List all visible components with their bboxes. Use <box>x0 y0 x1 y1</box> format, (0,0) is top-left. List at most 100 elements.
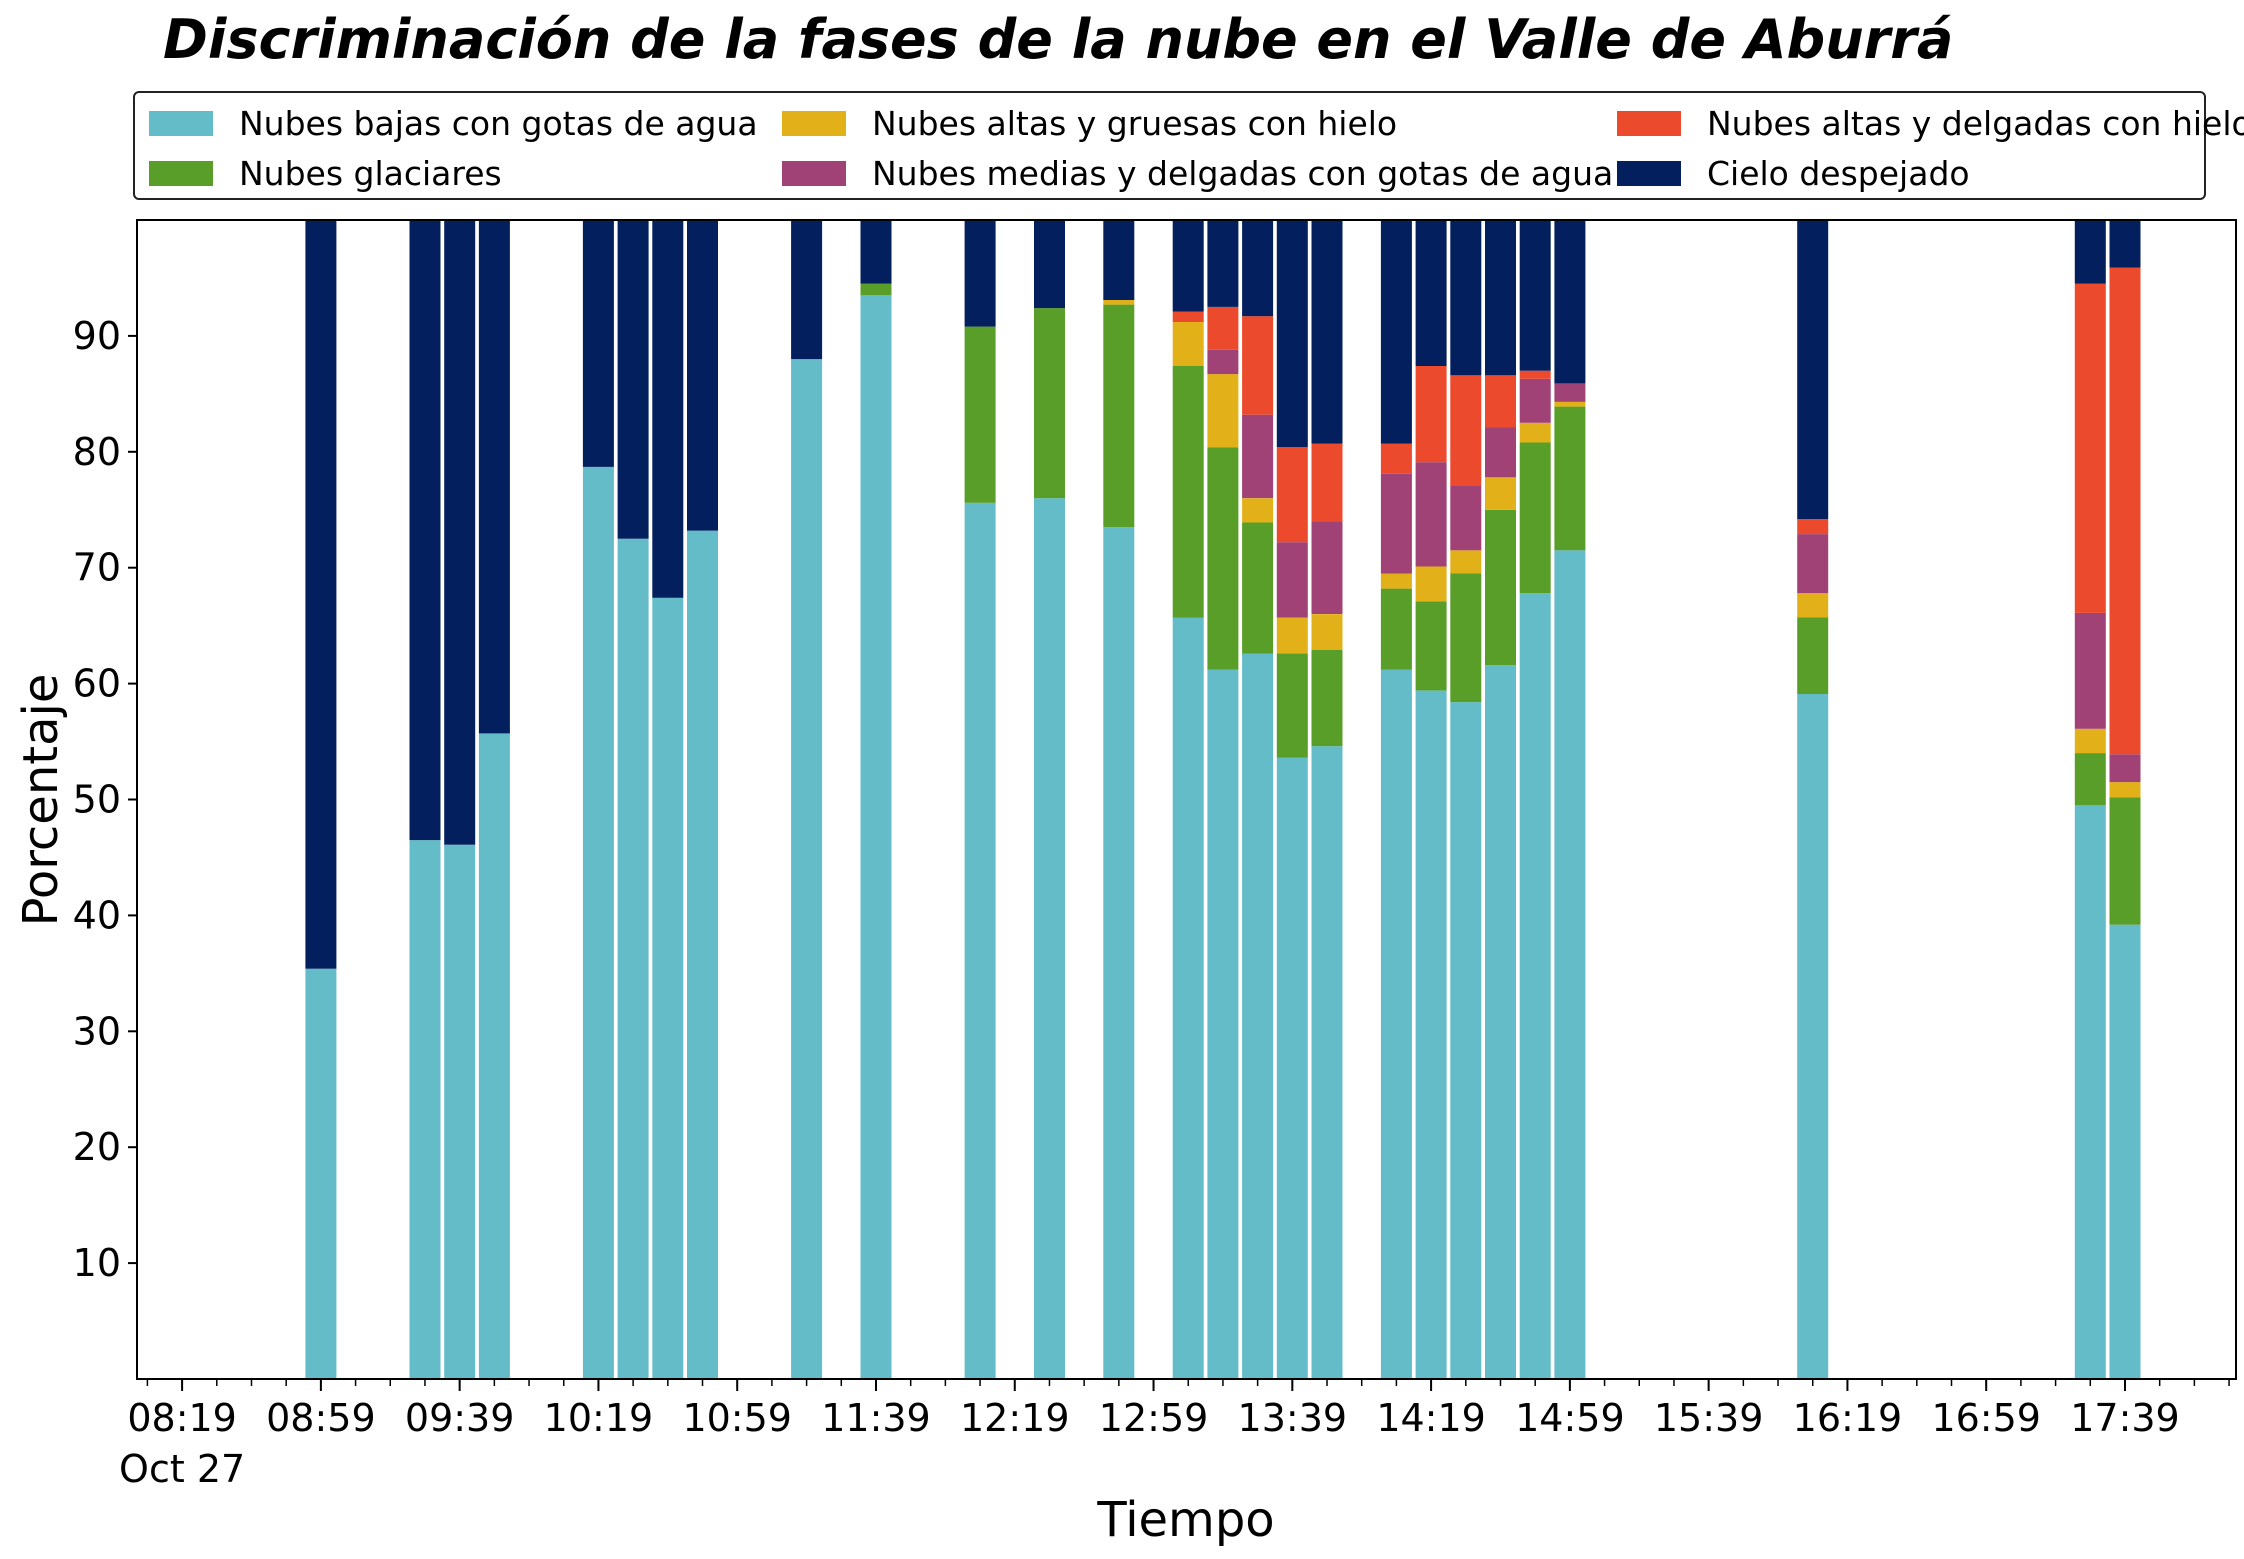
bar-segment <box>1380 588 1412 670</box>
bar-segment <box>964 502 996 1379</box>
y-axis-label: Porcentaje <box>13 674 69 927</box>
bar-segment <box>1276 757 1308 1379</box>
bar-segment <box>1276 617 1308 654</box>
bar-segment <box>1207 220 1239 307</box>
bar-segment <box>1311 746 1343 1379</box>
bar-segment <box>1207 374 1239 448</box>
bar-segment <box>1797 593 1829 618</box>
bar-segment <box>478 733 510 1379</box>
bar-segment <box>1242 414 1274 499</box>
bar-segment <box>1380 220 1412 444</box>
x-tick-label: 08:19 <box>127 1396 237 1440</box>
legend-swatch <box>1617 110 1681 136</box>
bar-segment <box>1415 601 1447 691</box>
bar-segment <box>1485 375 1516 428</box>
legend-item: Nubes altas y delgadas con hielo <box>1617 103 2244 143</box>
bar-segment <box>2074 220 2106 284</box>
x-tick-label: 15:39 <box>1654 1396 1764 1440</box>
x-axis-label: Tiempo <box>1096 1492 1274 1548</box>
y-tick-label: 70 <box>73 546 121 590</box>
bar-segment <box>1485 220 1516 376</box>
bar-segment <box>2074 753 2106 806</box>
y-tick-label: 20 <box>73 1125 121 1169</box>
bar-segment <box>791 359 823 1380</box>
axes-layer: 10 20 30 40 50 60 70 80 90 08:19 Oct 27 08:59 09:39 1… <box>73 314 2230 1491</box>
bar-segment <box>1172 322 1204 366</box>
bar-segment <box>1242 498 1274 523</box>
bar-segment <box>1554 220 1586 384</box>
x-tick-label: 12:19 <box>960 1396 1070 1440</box>
legend-item: Nubes glaciares <box>149 153 502 193</box>
bar-segment <box>1172 366 1204 618</box>
bar-segment <box>444 220 476 845</box>
chart-title: Discriminación de la fases de la nube en… <box>163 8 1954 71</box>
bar-segment <box>1276 542 1308 618</box>
bar-segment <box>1380 443 1412 474</box>
x-tick-sublabel: Oct 27 <box>119 1447 245 1491</box>
bar-segment <box>1276 220 1308 448</box>
bar-segment <box>1797 534 1829 594</box>
bar-segment <box>617 220 649 539</box>
bar-segment <box>1311 220 1343 444</box>
bar-segment <box>1519 593 1551 1379</box>
bar-segment <box>2109 797 2141 925</box>
y-tick-label: 10 <box>73 1241 121 1285</box>
legend-label: Nubes glaciares <box>239 153 502 193</box>
bar-segment <box>652 597 684 1379</box>
bar-segment <box>1242 522 1274 654</box>
bar-segment <box>1276 653 1308 758</box>
bar-segment <box>1103 300 1135 305</box>
bar-segment <box>2109 924 2141 1379</box>
bar-segment <box>2109 754 2141 783</box>
bar-segment <box>1380 669 1412 1379</box>
legend: Nubes bajas con gotas de agua Nubes glaci… <box>133 91 2244 200</box>
bar-segment <box>1276 447 1308 543</box>
bar-segment <box>1207 306 1239 350</box>
bar-segment <box>2109 220 2141 268</box>
legend-label: Nubes medias y delgadas con gotas de agu… <box>872 153 1614 193</box>
bar-segment <box>1554 550 1586 1379</box>
legend-swatch <box>782 110 846 136</box>
bar-segment <box>860 295 892 1379</box>
bar-segment <box>860 283 892 296</box>
legend-item: Nubes medias y delgadas con gotas de agu… <box>782 153 1613 193</box>
bar-segment <box>1485 665 1516 1379</box>
y-tick-label: 50 <box>73 778 121 822</box>
bar-segment <box>1519 378 1551 423</box>
bar-segment <box>582 466 614 1379</box>
x-tick-label: 10:59 <box>682 1396 792 1440</box>
bar-segment <box>1450 550 1482 574</box>
bar-segment <box>1485 477 1516 510</box>
bar-segment <box>1172 311 1204 322</box>
legend-label: Nubes altas y gruesas con hielo <box>872 103 1398 143</box>
bar-segment <box>305 968 337 1379</box>
legend-label: Nubes altas y delgadas con hielo <box>1707 103 2244 143</box>
bar-segment <box>1485 427 1516 478</box>
bar-segment <box>687 530 718 1379</box>
bar-segment <box>1519 442 1551 594</box>
bar-segment <box>1311 650 1343 747</box>
legend-item: Nubes bajas con gotas de agua <box>149 103 758 143</box>
bar-segment <box>1797 220 1829 519</box>
bar-segment <box>1450 573 1482 703</box>
bars-layer <box>305 220 2141 1380</box>
y-tick-label: 60 <box>73 662 121 706</box>
y-tick-label: 80 <box>73 430 121 474</box>
bar-segment <box>478 220 510 734</box>
bar-segment <box>2109 267 2141 755</box>
bar-segment <box>1103 304 1135 528</box>
bar-segment <box>1034 220 1065 309</box>
bar-segment <box>1519 370 1551 379</box>
legend-item: Cielo despejado <box>1617 153 1970 193</box>
bar-segment <box>1172 617 1204 1379</box>
bar-segment <box>2074 805 2106 1379</box>
bar-segment <box>409 220 441 841</box>
bar-segment <box>1450 375 1482 486</box>
bar-segment <box>652 220 684 598</box>
bar-segment <box>2074 283 2106 613</box>
bar-segment <box>1034 308 1065 499</box>
bar-segment <box>1242 316 1274 415</box>
bar-segment <box>1103 527 1135 1379</box>
bar-segment <box>1415 690 1447 1379</box>
x-tick-label: 14:19 <box>1376 1396 1486 1440</box>
